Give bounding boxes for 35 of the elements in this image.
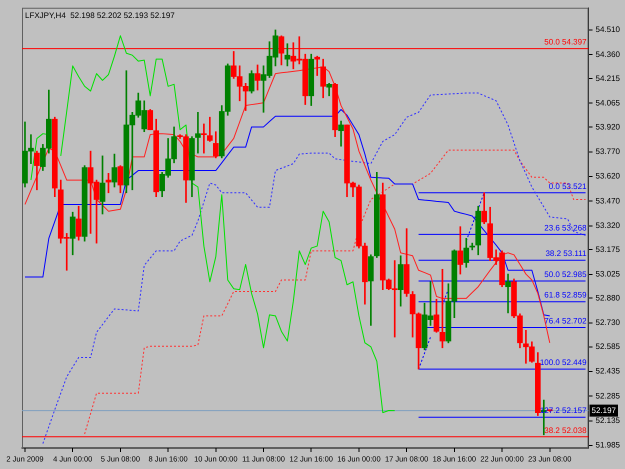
y-tick-label: 53.175	[596, 244, 621, 254]
y-tick-label: 54.360	[596, 50, 621, 59]
ref-line-label: 50.0 54.397	[544, 38, 588, 47]
y-tick-label: 54.065	[596, 98, 621, 108]
y-tick-label: 53.770	[596, 146, 621, 156]
y-tick-label: 52.730	[596, 318, 621, 328]
y-tick-label: 53.920	[596, 122, 621, 132]
y-tick-label: 53.025	[596, 270, 621, 279]
y-tick-label: 53.320	[596, 221, 621, 230]
series-label: 50.0 52.985	[544, 270, 588, 279]
chart-title: LFXJPY,H4 52.198 52.202 52.193 52.197	[25, 11, 176, 20]
candlestick	[338, 120, 344, 147]
candlestick	[106, 173, 112, 194]
y-tick-label: 51.985	[596, 440, 621, 450]
y-tick-label: 52.880	[596, 293, 621, 302]
series-label: 23.6 53.268	[544, 223, 588, 232]
line-series	[84, 150, 586, 435]
y-tick-label: 52.435	[596, 366, 621, 376]
series-label: 100.0 52.449	[540, 358, 588, 368]
annotation: 52.197	[592, 406, 617, 415]
line-series	[42, 92, 586, 444]
y-tick-label: 53.470	[596, 196, 621, 206]
y-tick-label: 54.510	[596, 25, 621, 34]
candlestick	[195, 112, 201, 154]
ref-line-label: 38.2 52.038	[544, 426, 588, 435]
y-tick-label: 52.585	[596, 342, 621, 351]
series-label: 61.8 52.859	[544, 290, 588, 300]
y-tick-label: 54.215	[596, 74, 621, 83]
y-tick-label: 52.135	[596, 416, 621, 426]
candlestick	[440, 268, 446, 348]
series-label: 38.2 53.111	[545, 249, 588, 258]
candlestick	[505, 274, 511, 314]
y-tick-label: 52.285	[596, 391, 621, 400]
y-tick-label: 53.620	[596, 172, 621, 181]
series-label: 0.0 53.521	[548, 182, 588, 191]
